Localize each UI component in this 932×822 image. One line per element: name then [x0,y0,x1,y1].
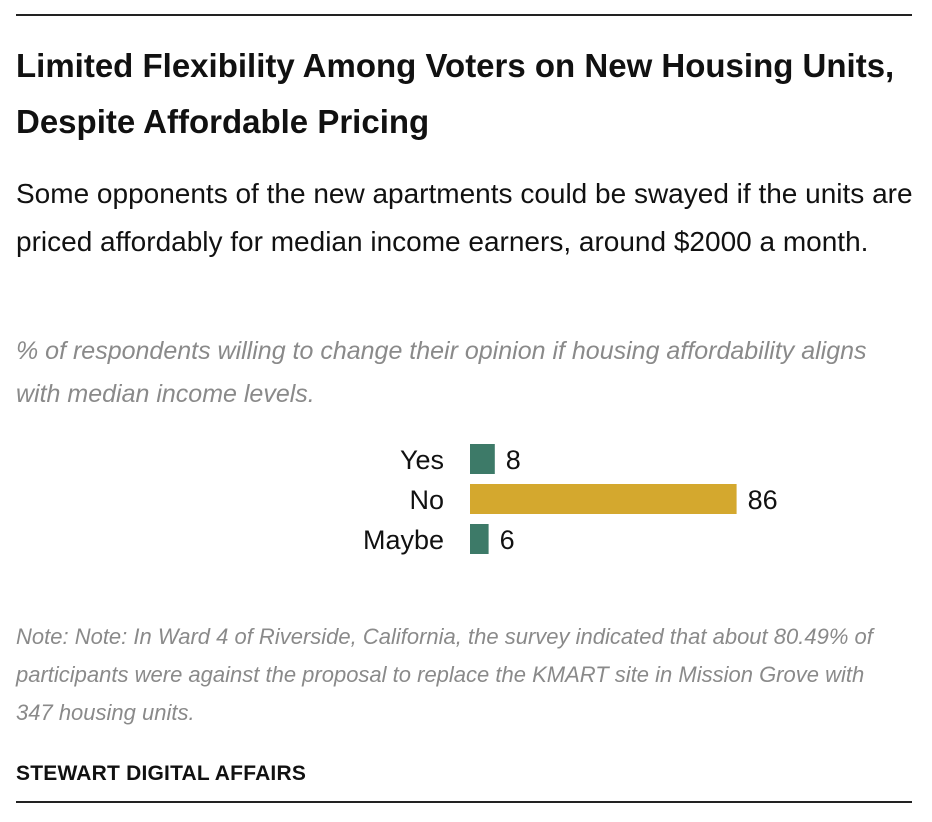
category-label-maybe: Maybe [363,525,444,555]
bar-yes [470,444,495,474]
chart-title: Limited Flexibility Among Voters on New … [16,47,895,140]
top-rule [16,14,912,16]
value-label-yes: 8 [506,445,521,475]
bar-maybe [470,524,489,554]
survey-question: % of respondents willing to change their… [16,337,867,408]
bottom-rule [16,801,912,803]
source-label: STEWART DIGITAL AFFAIRS [16,762,307,785]
category-label-no: No [409,485,444,515]
chart-note: Note: Note: In Ward 4 of Riverside, Cali… [16,624,873,725]
chart-subtitle: Some opponents of the new apartments cou… [16,178,913,257]
value-label-no: 86 [748,485,778,515]
category-label-yes: Yes [400,445,444,475]
value-label-maybe: 6 [500,525,515,555]
bar-no [470,484,737,514]
